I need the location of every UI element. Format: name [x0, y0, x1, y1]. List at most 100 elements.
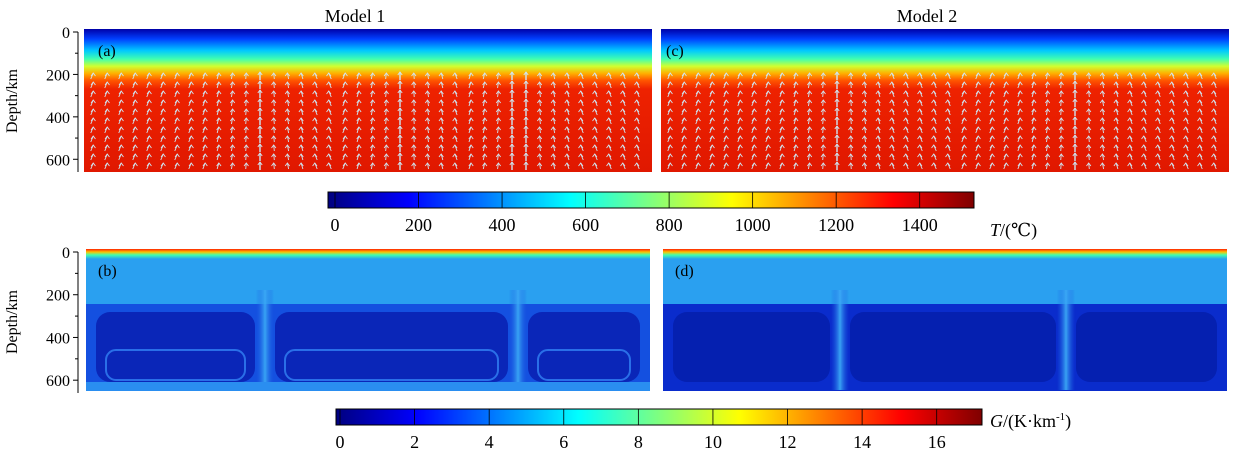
velocity-arrowhead — [118, 81, 124, 86]
velocity-arrowhead — [1086, 135, 1092, 140]
velocity-arrowhead — [550, 135, 556, 140]
velocity-arrowhead — [1155, 90, 1161, 95]
velocity-arrowhead — [1127, 153, 1133, 158]
velocity-arrowhead — [861, 135, 867, 140]
velocity-arrowhead — [160, 126, 166, 131]
colorbar-tick-label: 2 — [410, 432, 419, 452]
velocity-arrowhead — [411, 90, 417, 95]
velocity-arrowhead — [1169, 126, 1175, 131]
velocity-arrowhead — [1113, 126, 1119, 131]
velocity-arrowhead — [509, 143, 515, 148]
velocity-arrowhead — [326, 135, 332, 140]
velocity-arrowhead — [765, 144, 771, 149]
velocity-arrowhead — [383, 99, 389, 104]
depth-tick-label: 0 — [62, 25, 70, 42]
velocity-arrowhead — [370, 81, 376, 86]
velocity-arrowhead — [975, 144, 981, 149]
velocity-arrowhead — [312, 117, 318, 122]
velocity-arrowhead — [1003, 81, 1009, 86]
velocity-arrowhead — [765, 162, 771, 167]
velocity-arrowhead — [230, 144, 236, 149]
velocity-arrow — [1088, 117, 1090, 125]
velocity-arrowhead — [495, 117, 502, 122]
velocity-arrowhead — [695, 108, 701, 113]
velocity-arrowhead — [1183, 144, 1189, 149]
velocity-arrowhead — [424, 99, 431, 104]
gradient-colorbar-ticks: 0 2 4 6 8 10 12 14 16 — [336, 409, 946, 452]
velocity-arrowhead — [945, 162, 951, 167]
velocity-arrowhead — [989, 117, 995, 122]
velocity-arrowhead — [383, 162, 389, 167]
velocity-arrowhead — [1141, 117, 1147, 122]
velocity-arrowhead — [452, 108, 458, 113]
velocity-arrowhead — [523, 134, 529, 139]
velocity-arrowhead — [889, 99, 895, 104]
velocity-arrowhead — [383, 108, 389, 113]
velocity-arrowhead — [620, 144, 626, 149]
velocity-arrowhead — [312, 144, 318, 149]
velocity-arrowhead — [695, 81, 701, 86]
velocity-arrowhead — [820, 72, 826, 77]
velocity-arrow — [427, 90, 429, 98]
velocity-arrowhead — [709, 144, 715, 149]
velocity-arrowhead — [820, 135, 826, 140]
velocity-arrowhead — [298, 153, 304, 158]
velocity-arrowhead — [1044, 99, 1051, 104]
velocity-arrowhead — [438, 135, 444, 140]
panel-b-upper-band — [86, 259, 650, 304]
velocity-arrowhead — [961, 81, 967, 86]
velocity-arrow — [1060, 126, 1062, 134]
velocity-arrowhead — [1211, 117, 1217, 122]
velocity-arrowhead — [1072, 116, 1078, 121]
velocity-arrow — [1088, 99, 1090, 107]
velocity-arrowhead — [975, 162, 981, 167]
velocity-arrowhead — [326, 72, 332, 77]
velocity-arrowhead — [284, 135, 290, 140]
velocity-arrowhead — [709, 81, 715, 86]
velocity-arrowhead — [917, 99, 923, 104]
velocity-arrowhead — [284, 126, 290, 131]
velocity-arrowhead — [975, 135, 981, 140]
velocity-arrowhead — [807, 90, 813, 95]
velocity-arrowhead — [1086, 162, 1092, 167]
velocity-arrowhead — [848, 99, 854, 104]
velocity-arrowhead — [202, 126, 208, 131]
velocity-arrow — [850, 90, 852, 98]
velocity-arrow — [427, 144, 429, 152]
velocity-arrowhead — [536, 72, 543, 77]
velocity-arrowhead — [945, 108, 951, 113]
velocity-arrowhead — [482, 135, 488, 140]
velocity-arrowhead — [1169, 90, 1175, 95]
velocity-arrowhead — [889, 153, 895, 158]
velocity-arrowhead — [1099, 99, 1105, 104]
velocity-arrowhead — [397, 71, 403, 76]
velocity-arrow — [1088, 153, 1090, 161]
velocity-arrow — [1088, 126, 1090, 134]
panel-d-top-gradient — [663, 249, 1227, 259]
velocity-arrowhead — [230, 81, 236, 86]
velocity-arrowhead — [202, 81, 208, 86]
velocity-arrowhead — [424, 72, 431, 77]
velocity-arrowhead — [807, 162, 813, 167]
velocity-arrowhead — [146, 135, 152, 140]
velocity-arrowhead — [875, 99, 881, 104]
velocity-arrowhead — [1072, 152, 1078, 157]
temperature-colorbar: 0 200 400 600 800 1000 1200 1400 T/(℃) — [327, 191, 1037, 241]
depth-tick-label: 400 — [46, 330, 70, 347]
velocity-arrow — [1060, 135, 1062, 143]
velocity-arrowhead — [243, 117, 249, 122]
velocity-arrow — [385, 72, 387, 80]
velocity-arrowhead — [326, 81, 332, 86]
velocity-arrowhead — [861, 126, 867, 131]
velocity-arrowhead — [723, 90, 729, 95]
velocity-arrowhead — [861, 144, 867, 149]
velocity-arrowhead — [326, 117, 332, 122]
velocity-arrowhead — [875, 144, 881, 149]
velocity-arrowhead — [342, 81, 348, 86]
velocity-arrow — [245, 153, 247, 161]
velocity-arrowhead — [695, 99, 701, 104]
velocity-arrowhead — [243, 135, 249, 140]
velocity-arrowhead — [397, 116, 403, 121]
velocity-arrowhead — [1197, 126, 1203, 131]
velocity-arrowhead — [438, 99, 444, 104]
